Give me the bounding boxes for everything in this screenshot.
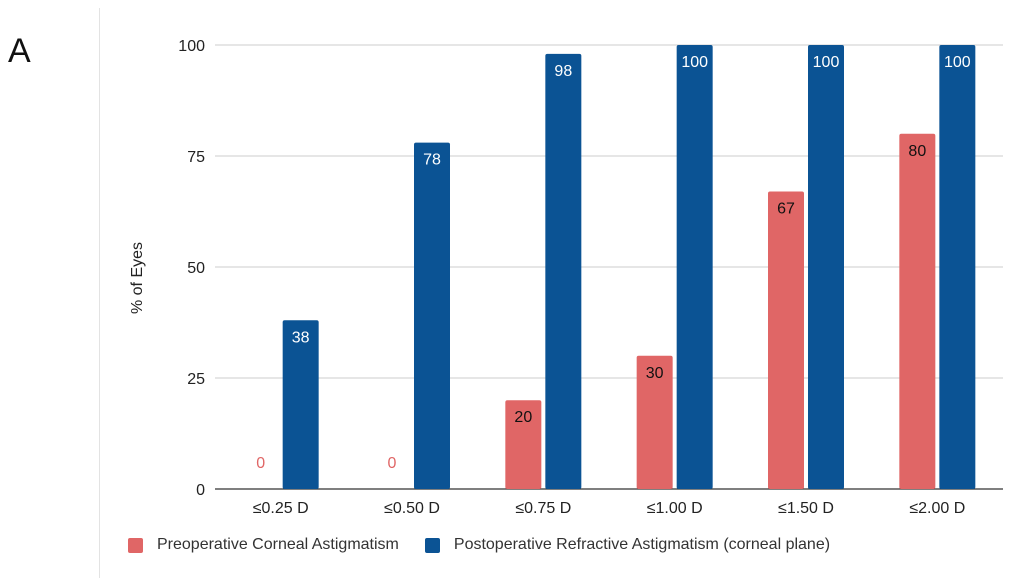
legend-label-preoperative: Preoperative Corneal Astigmatism: [157, 536, 399, 553]
data-label: 98: [554, 63, 572, 80]
data-label: 78: [423, 152, 441, 169]
x-tick-label: ≤1.50 D: [778, 500, 834, 517]
data-label: 80: [908, 143, 926, 160]
data-label: 20: [514, 409, 532, 426]
y-tick-label: 25: [187, 371, 205, 388]
bar-postoperative: [545, 53, 582, 489]
y-tick-label: 75: [187, 149, 205, 166]
y-axis-label: % of Eyes: [129, 242, 146, 314]
divider: [99, 8, 100, 578]
x-tick-label: ≤2.00 D: [909, 500, 965, 517]
bar-preoperative: [505, 400, 542, 489]
y-axis-ticks: 0 25 50 75 100: [178, 38, 205, 499]
bar-preoperative: [899, 133, 936, 490]
y-tick-label: 100: [178, 38, 205, 55]
x-tick-label: ≤0.25 D: [253, 500, 309, 517]
data-label: 100: [944, 54, 971, 71]
data-label: 100: [681, 54, 708, 71]
bars: 0 38 0 78 20 98 30 100 67 100 80 100: [256, 45, 976, 490]
x-tick-label: ≤0.50 D: [384, 500, 440, 517]
panel-label: A: [8, 32, 31, 70]
legend-swatch-preoperative: [128, 537, 143, 553]
bar-postoperative: [676, 45, 713, 489]
data-label: 0: [388, 455, 397, 472]
bar-preoperative: [636, 355, 673, 489]
data-label: 0: [256, 455, 265, 472]
legend-item-preoperative: Preoperative Corneal Astigmatism: [128, 536, 399, 554]
data-label: 30: [646, 365, 664, 382]
bar-postoperative: [808, 45, 844, 489]
bar-preoperative: [768, 191, 804, 489]
bar-postoperative: [414, 142, 450, 489]
legend-swatch-postoperative: [424, 537, 440, 553]
y-tick-label: 0: [196, 482, 205, 499]
legend-item-postoperative: Postoperative Refractive Astigmatism (co…: [424, 536, 831, 554]
y-tick-label: 50: [187, 260, 205, 277]
legend-label-postoperative: Postoperative Refractive Astigmatism (co…: [453, 536, 831, 553]
x-tick-label: ≤0.75 D: [515, 500, 571, 517]
data-label: 100: [813, 54, 840, 71]
data-label: 38: [292, 329, 310, 346]
gridlines: [215, 44, 1003, 490]
data-label: 67: [777, 201, 795, 218]
bar-postoperative: [282, 320, 319, 489]
x-tick-label: ≤1.00 D: [647, 500, 703, 517]
legend: Preoperative Corneal Astigmatism Postope…: [128, 536, 856, 554]
bar-postoperative: [939, 45, 976, 489]
x-axis-ticks: ≤0.25 D ≤0.50 D ≤0.75 D ≤1.00 D ≤1.50 D ≤2.00…: [253, 500, 966, 517]
